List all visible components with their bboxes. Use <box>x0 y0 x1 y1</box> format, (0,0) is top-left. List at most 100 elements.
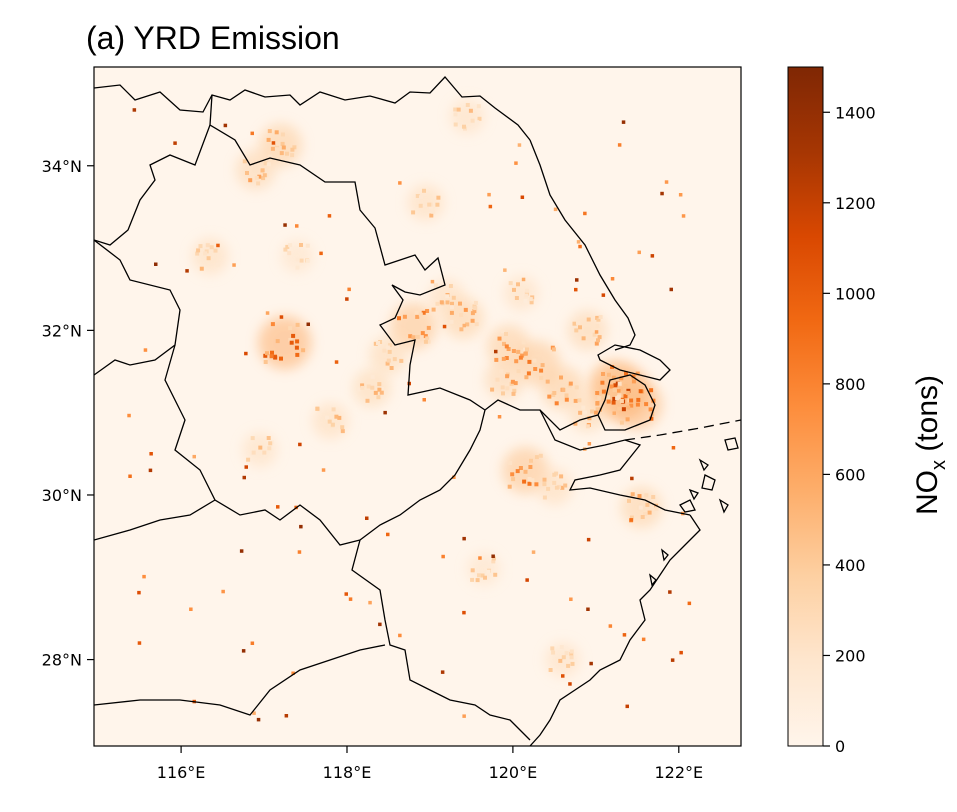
emission-cell <box>279 151 284 156</box>
emission-cell <box>629 403 634 408</box>
emission-cell <box>483 575 487 580</box>
emission-cell <box>198 244 203 249</box>
emission-cell <box>570 661 575 666</box>
emission-cell <box>512 287 516 292</box>
emission-cell <box>486 569 491 574</box>
hotspot-glow <box>242 432 278 468</box>
emission-cell <box>647 510 652 515</box>
emission-cell <box>626 405 631 410</box>
emission-cell <box>370 385 375 390</box>
emission-cell <box>502 341 506 346</box>
emission-cell <box>504 332 508 336</box>
emission-cell <box>574 328 579 333</box>
emission-cell <box>475 120 480 125</box>
emission-cell <box>561 674 565 678</box>
emission-cell <box>681 214 686 218</box>
colorbar-tick-label: 800 <box>835 375 866 394</box>
emission-cell <box>497 336 502 341</box>
emission-cell <box>435 301 440 306</box>
emission-cell <box>173 141 177 145</box>
emission-cell <box>428 205 433 210</box>
emission-cell <box>378 340 383 344</box>
emission-cell <box>581 336 586 341</box>
emission-cell <box>475 578 480 583</box>
emission-cell <box>260 168 265 173</box>
emission-cell <box>527 481 532 486</box>
emission-cell <box>267 129 272 134</box>
emission-cell <box>500 329 505 334</box>
emission-cell <box>439 300 444 305</box>
emission-cell <box>596 317 601 322</box>
emission-cell <box>270 350 274 355</box>
emission-cell <box>631 374 636 379</box>
emission-cell <box>462 323 466 328</box>
emission-cell <box>216 243 220 248</box>
emission-cell <box>442 324 447 329</box>
emission-cell <box>552 391 557 395</box>
emission-cell <box>421 310 426 315</box>
emission-cell <box>399 358 404 363</box>
emission-cell <box>587 442 592 446</box>
emission-cell <box>414 310 419 315</box>
emission-cell <box>542 495 547 500</box>
emission-cell <box>246 457 251 462</box>
emission-cell <box>569 597 573 601</box>
emission-cell <box>629 398 634 403</box>
map-area: 116°E 118°E 120°E 122°E 34°N 32°N 30°N 28°N <box>42 66 742 782</box>
emission-cell <box>330 422 335 427</box>
emission-cell <box>196 248 201 253</box>
emission-cell <box>265 311 270 315</box>
emission-cell <box>573 421 578 426</box>
emission-cell <box>205 243 210 248</box>
emission-cell <box>650 254 655 258</box>
emission-cell <box>638 505 643 510</box>
colorbar-tick-label: 0 <box>835 737 845 756</box>
emission-cell <box>595 407 600 412</box>
emission-cell <box>294 345 299 350</box>
emission-cell <box>204 259 209 264</box>
emission-cell <box>366 384 371 389</box>
emission-cell <box>462 124 466 129</box>
emission-cell <box>433 283 438 288</box>
boundary-coast-jiangsu <box>529 139 636 351</box>
emission-cell <box>365 398 370 403</box>
emission-cell <box>518 466 523 470</box>
boundary-jiangsu-anhui <box>209 94 599 431</box>
emission-cell <box>617 389 621 393</box>
emission-cell <box>515 469 520 474</box>
emission-cell <box>494 349 498 354</box>
emission-cell <box>265 351 269 356</box>
emission-cell <box>334 360 339 364</box>
emission-cell <box>529 458 533 463</box>
emission-cell <box>242 159 247 164</box>
emission-cell <box>487 192 491 197</box>
emission-cell <box>411 210 416 215</box>
emission-cell <box>263 360 268 364</box>
emission-cell <box>392 357 397 362</box>
emission-cell <box>269 354 274 359</box>
emission-cell <box>449 310 454 315</box>
emission-cell <box>451 295 456 300</box>
emission-cell <box>291 671 295 675</box>
emission-cell <box>429 213 434 218</box>
emission-cell <box>594 341 599 346</box>
emission-cell <box>298 442 302 447</box>
emission-cell <box>558 658 563 663</box>
emission-cell <box>509 381 514 386</box>
emission-cell <box>522 479 527 484</box>
emission-cell <box>510 472 515 477</box>
emission-cell <box>679 650 683 655</box>
emission-cell <box>418 312 423 317</box>
emission-cell <box>480 573 485 578</box>
colorbar-label-subscript: x <box>928 460 950 470</box>
emission-cell <box>500 385 505 390</box>
emission-cell <box>402 314 407 319</box>
emission-cell <box>456 107 461 112</box>
emission-cell <box>263 353 268 358</box>
boundary-coast-zhejiang <box>529 514 701 746</box>
emission-cell <box>470 577 475 582</box>
emission-cell <box>495 377 500 382</box>
emission-cell <box>617 406 622 411</box>
emission-cell <box>572 321 577 326</box>
emission-cell <box>283 223 287 227</box>
